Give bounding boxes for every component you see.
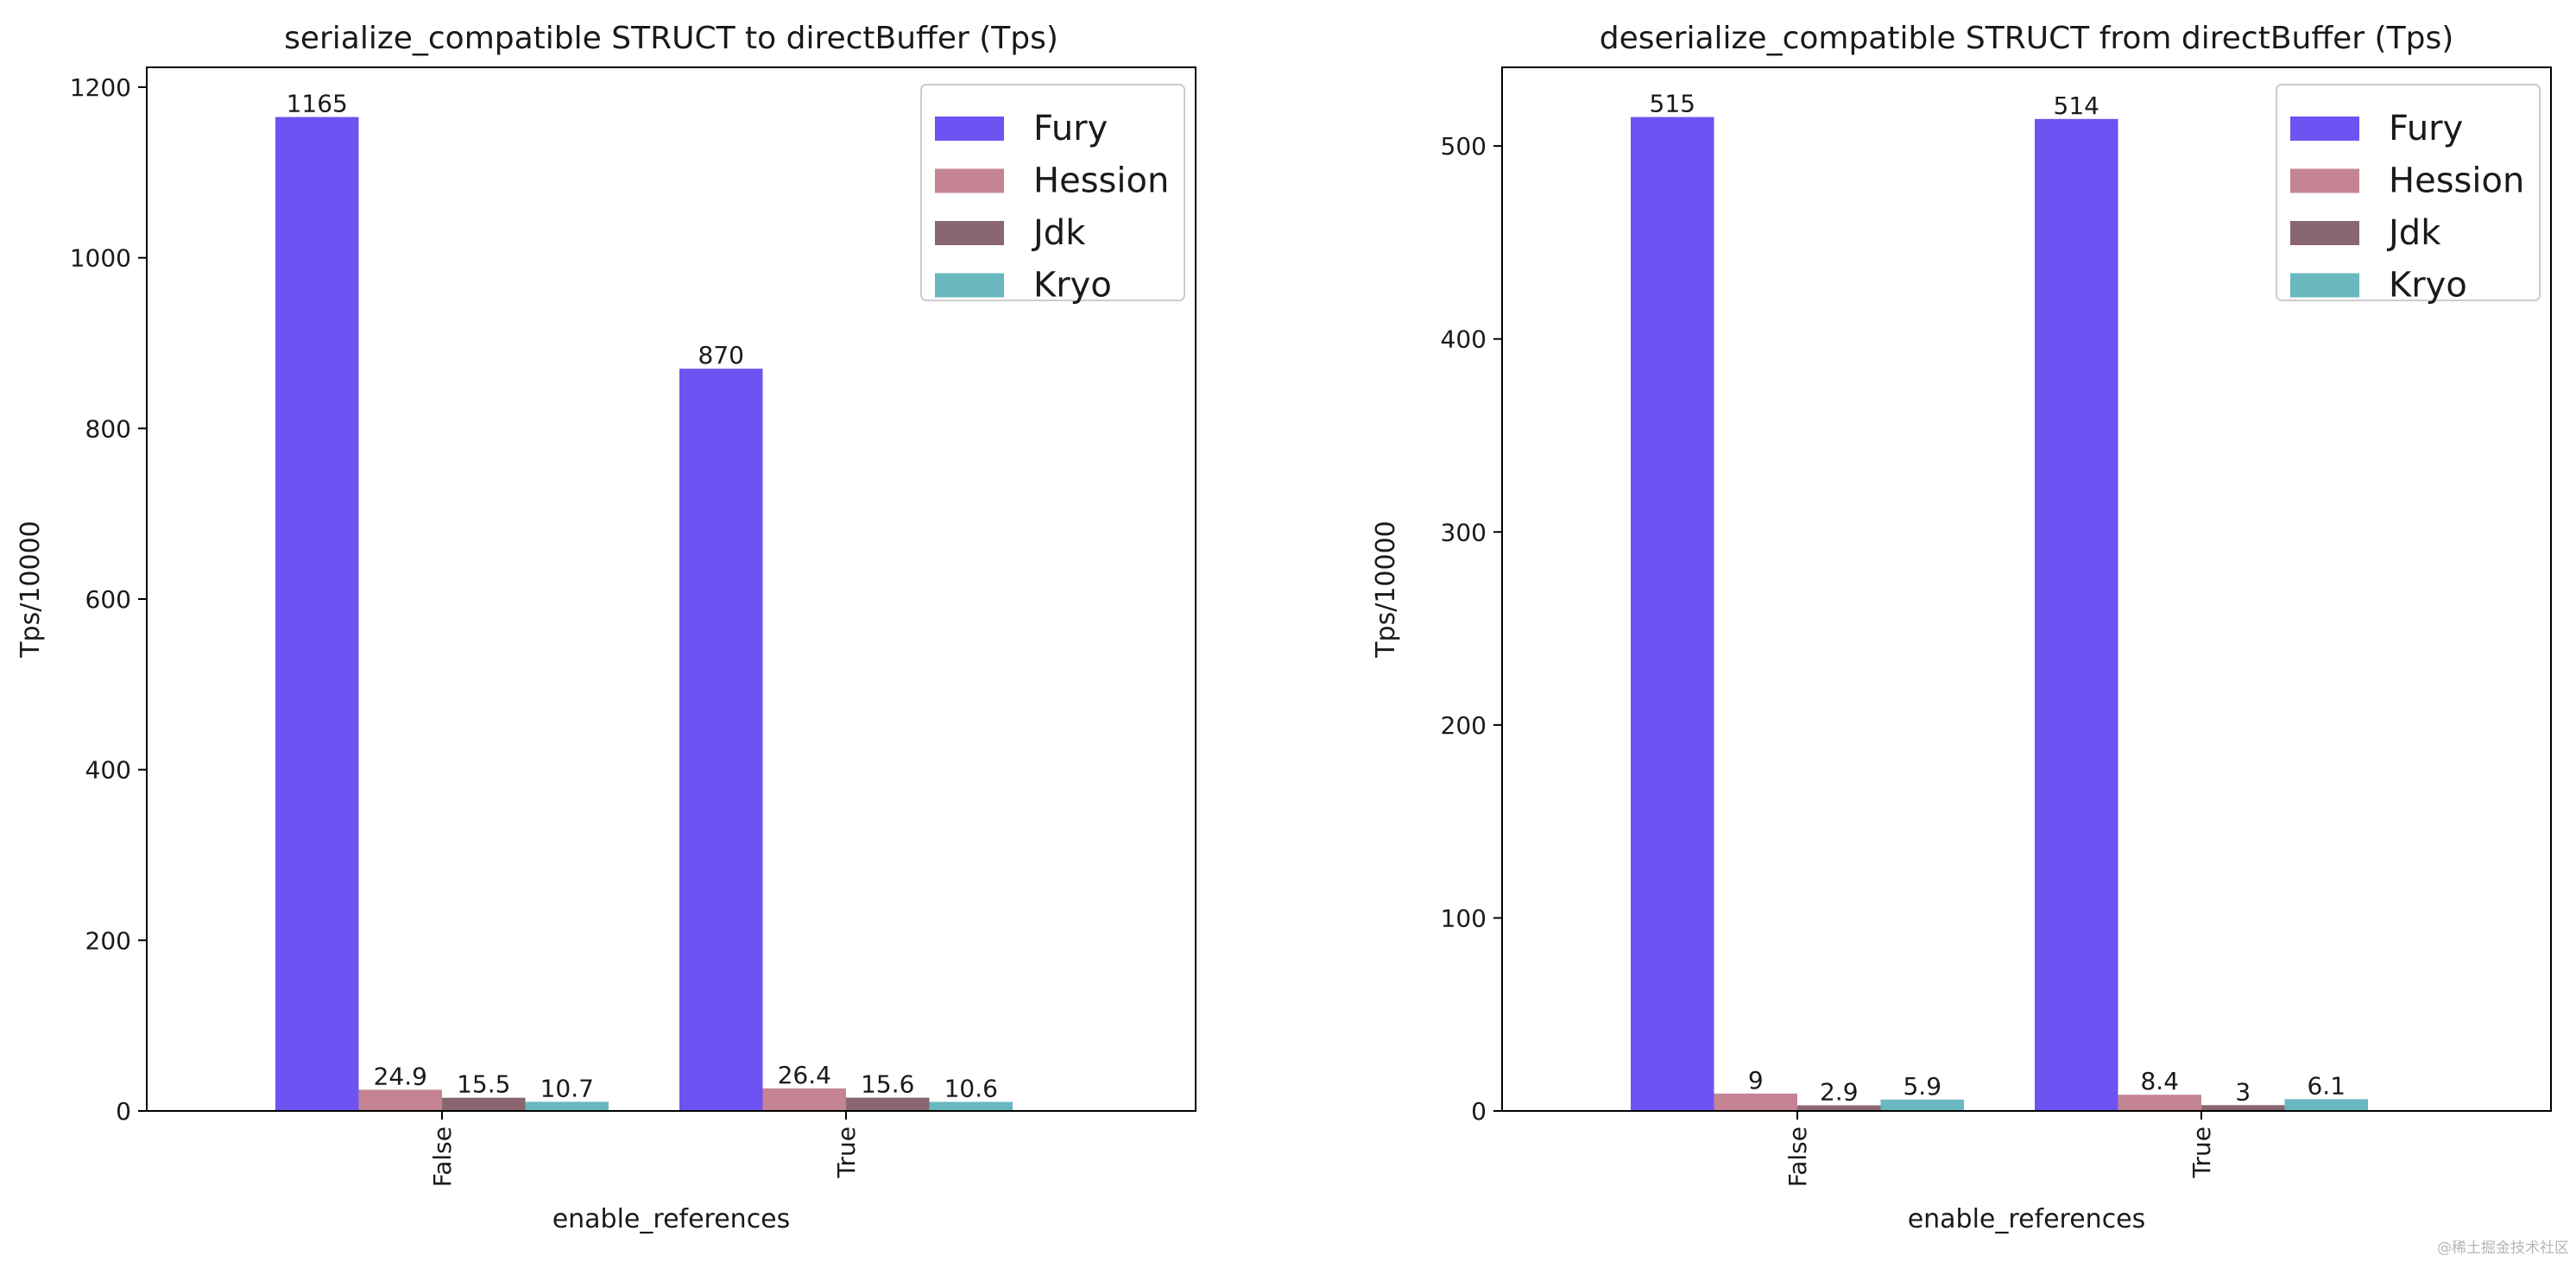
x-tick-label: True xyxy=(832,1126,861,1178)
chart-title: serialize_compatible STRUCT to directBuf… xyxy=(284,21,1058,56)
bar-fury-false xyxy=(275,117,359,1111)
legend-swatch-fury xyxy=(2290,117,2359,141)
legend-entry-jdk: Jdk xyxy=(2386,213,2441,253)
data-label: 870 xyxy=(698,341,744,369)
bar-kryo-false xyxy=(1880,1099,1964,1111)
legend-entry-kryo: Kryo xyxy=(2389,266,2467,306)
y-tick-label: 800 xyxy=(85,414,131,443)
bar-jdk-true xyxy=(2201,1105,2285,1111)
data-label: 5.9 xyxy=(1903,1072,1941,1101)
y-axis-label: Tps/10000 xyxy=(16,521,46,659)
y-tick-label: 600 xyxy=(85,585,131,614)
bar-hession-true xyxy=(762,1088,846,1111)
data-label: 10.6 xyxy=(944,1075,998,1103)
y-tick-label: 1000 xyxy=(70,244,131,273)
chart-title: deserialize_compatible STRUCT from direc… xyxy=(1600,21,2454,56)
data-label: 24.9 xyxy=(374,1062,427,1090)
y-tick-label: 400 xyxy=(85,756,131,785)
data-label: 6.1 xyxy=(2307,1071,2346,1100)
data-label: 8.4 xyxy=(2140,1067,2179,1095)
legend-swatch-hession xyxy=(935,168,1004,193)
y-tick-label: 200 xyxy=(1441,711,1487,740)
y-tick-label: 300 xyxy=(1441,518,1487,546)
bar-hession-true xyxy=(2118,1095,2201,1111)
x-tick-label: False xyxy=(428,1126,457,1187)
y-tick-label: 200 xyxy=(85,926,131,955)
data-label: 2.9 xyxy=(1820,1078,1859,1107)
bar-kryo-false xyxy=(525,1101,609,1111)
legend-entry-hession: Hession xyxy=(2389,161,2524,201)
y-tick-label: 500 xyxy=(1441,132,1487,161)
y-tick-label: 100 xyxy=(1441,904,1487,932)
y-tick-label: 1200 xyxy=(70,73,131,102)
bar-jdk-false xyxy=(442,1097,526,1111)
x-axis-label: enable_references xyxy=(552,1204,791,1234)
legend-swatch-hession xyxy=(2290,168,2359,193)
legend-entry-jdk: Jdk xyxy=(1031,213,1086,253)
y-tick-label: 400 xyxy=(1441,325,1487,354)
y-tick-label: 0 xyxy=(1471,1097,1487,1126)
chart-panel-1: 1165 870 24.9 26.4 15.5 15.6 10.7 10.6 0 200 400 60… xyxy=(16,21,1196,1234)
plot-frame xyxy=(1501,66,2552,1112)
legend-swatch-fury xyxy=(935,117,1004,141)
y-axis-label: Tps/10000 xyxy=(1371,521,1401,659)
x-axis-label: enable_references xyxy=(1908,1204,2146,1234)
watermark: @稀土掘金技术社区 xyxy=(2437,1240,2569,1257)
y-tick-label: 0 xyxy=(116,1097,131,1126)
data-label: 15.6 xyxy=(861,1070,914,1099)
data-label: 514 xyxy=(2054,91,2099,120)
legend-entry-fury: Fury xyxy=(1033,109,1108,148)
legend-swatch-kryo xyxy=(935,273,1004,298)
data-label: 26.4 xyxy=(778,1061,831,1089)
x-tick-label: True xyxy=(2188,1126,2216,1178)
x-tick-label: False xyxy=(1784,1126,1812,1187)
bar-hession-false xyxy=(358,1089,442,1111)
legend-entry-fury: Fury xyxy=(2389,109,2463,148)
bar-jdk-true xyxy=(846,1097,930,1111)
data-label: 9 xyxy=(1748,1066,1764,1095)
bar-fury-true xyxy=(679,369,763,1111)
chart-panel-2: 515 514 9 8.4 2.9 3 5.9 6.1 0 100 200 300 400 500 Fals… xyxy=(1371,21,2552,1234)
legend: Fury Hession Jdk Kryo xyxy=(2276,84,2541,306)
bar-kryo-true xyxy=(2284,1099,2368,1111)
plot-frame xyxy=(146,66,1196,1112)
data-label: 10.7 xyxy=(540,1074,594,1102)
data-label: 1165 xyxy=(287,90,348,118)
legend-entry-kryo: Kryo xyxy=(1033,266,1112,306)
bar-fury-false xyxy=(1631,117,1714,1111)
data-label: 3 xyxy=(2235,1077,2251,1106)
legend-swatch-jdk xyxy=(935,221,1004,245)
bar-jdk-false xyxy=(1797,1105,1881,1111)
legend: Fury Hession Jdk Kryo xyxy=(920,84,1185,306)
data-label: 15.5 xyxy=(457,1070,510,1099)
data-label: 515 xyxy=(1650,90,1695,118)
bar-kryo-true xyxy=(929,1101,1013,1111)
legend-entry-hession: Hession xyxy=(1033,161,1169,201)
legend-swatch-jdk xyxy=(2290,221,2359,245)
bar-fury-true xyxy=(2035,118,2118,1111)
bar-hession-false xyxy=(1714,1093,1797,1111)
legend-swatch-kryo xyxy=(2290,273,2359,298)
